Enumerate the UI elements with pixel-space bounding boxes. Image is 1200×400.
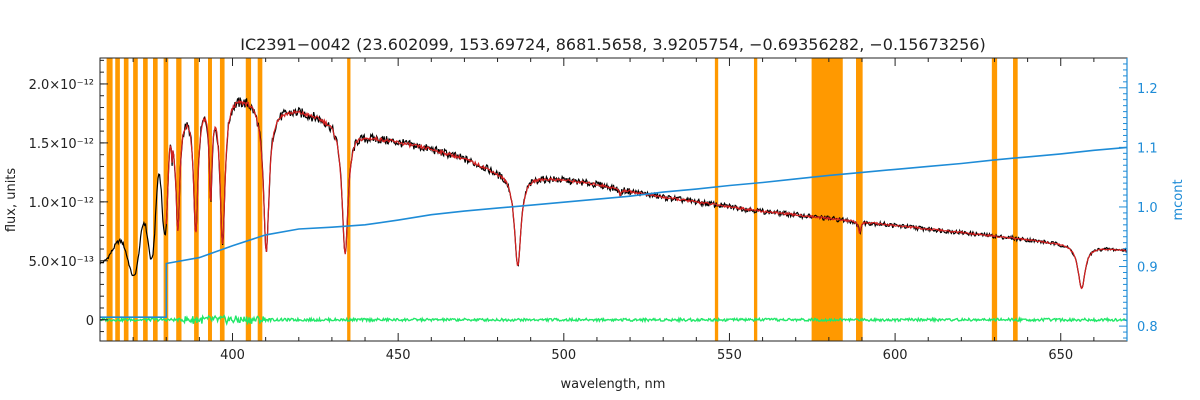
residuals-line <box>99 314 1128 326</box>
model-spectrum-line <box>165 99 1127 290</box>
x-tick-label: 450 <box>386 348 411 363</box>
chart-title: IC2391−0042 (23.602099, 153.69724, 8681.… <box>240 35 985 54</box>
masked-region-18 <box>991 58 998 341</box>
masked-region-14 <box>714 58 719 341</box>
x-tick-label: 400 <box>220 348 245 363</box>
masked-region-1 <box>115 58 120 341</box>
y-tick-label: 1.0×10⁻¹² <box>29 196 94 211</box>
masked-region-12 <box>257 58 263 341</box>
continuum-line <box>100 146 1128 318</box>
y-right-tick-label: 0.8 <box>1137 320 1158 335</box>
series-layer <box>99 97 1128 326</box>
masked-region-16 <box>811 58 843 341</box>
plot-frame <box>99 57 1128 342</box>
y-axis-label: flux, units <box>4 168 19 233</box>
y-right-tick-label: 1.0 <box>1137 201 1158 216</box>
y-tick-label: 0 <box>86 314 94 329</box>
x-tick-label: 550 <box>717 348 742 363</box>
y-tick-label: 1.5×10⁻¹² <box>29 137 94 152</box>
masked-region-6 <box>163 58 169 341</box>
x-tick-label: 650 <box>1048 348 1073 363</box>
masked-region-2 <box>123 58 129 341</box>
y-axis-left: 0 5.0×10⁻¹³ 1.0×10⁻¹² 1.5×10⁻¹² 2.0×10⁻¹² <box>29 59 108 333</box>
masked-regions <box>106 58 1018 341</box>
masked-region-8 <box>194 58 199 341</box>
x-axis-label: wavelength, nm <box>561 377 666 392</box>
x-tick-label: 500 <box>551 348 576 363</box>
y-tick-label: 2.0×10⁻¹² <box>29 78 94 93</box>
masked-region-4 <box>143 58 148 341</box>
masked-region-0 <box>106 58 113 341</box>
masked-region-3 <box>133 58 138 341</box>
observed-spectrum-line <box>99 97 1128 289</box>
y-axis-right: 0.8 0.9 1.0 1.1 1.2 <box>1119 58 1158 341</box>
x-axis: 400 450 500 550 600 650 <box>99 58 1128 363</box>
x-tick-label: 600 <box>883 348 908 363</box>
y-right-tick-label: 1.2 <box>1137 82 1158 97</box>
masked-region-5 <box>153 58 158 341</box>
masked-region-17 <box>856 58 863 341</box>
masked-region-11 <box>245 58 252 341</box>
y-axis-right-label: mcont <box>1171 179 1186 220</box>
masked-region-10 <box>219 58 225 341</box>
y-right-tick-label: 1.1 <box>1137 141 1158 156</box>
y-right-tick-label: 0.9 <box>1137 261 1158 276</box>
masked-region-9 <box>208 58 212 341</box>
y-tick-label: 5.0×10⁻¹³ <box>29 255 94 270</box>
masked-region-15 <box>753 58 758 341</box>
masked-region-19 <box>1013 58 1018 341</box>
